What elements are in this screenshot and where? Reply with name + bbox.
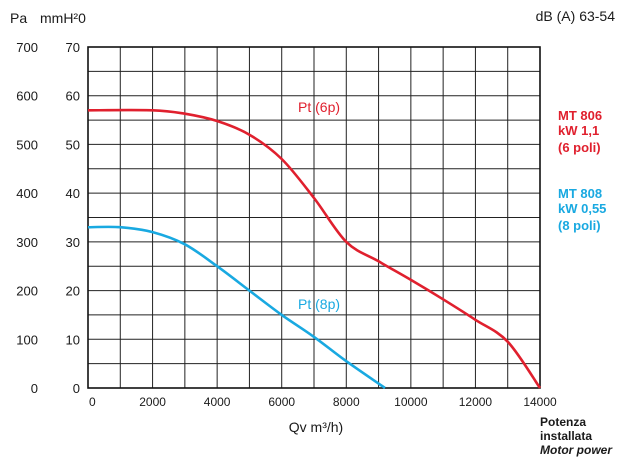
- x-tick-label: 8000: [333, 395, 360, 409]
- mmh2o-tick-label: 20: [66, 284, 80, 299]
- pa-unit-label: Pa: [10, 10, 27, 26]
- x-tick-label: 6000: [268, 395, 295, 409]
- motor-power-line2: installata: [540, 429, 593, 443]
- pa-tick-label: 300: [16, 235, 38, 250]
- series-label-pt-8p: Pt (8p): [298, 296, 340, 312]
- pa-tick-label: 400: [16, 186, 38, 201]
- plot-area-frame: [87, 46, 541, 389]
- x-tick-label: 4000: [204, 395, 231, 409]
- pa-tick-label: 0: [31, 381, 38, 396]
- model-mt806-legend: MT 806 kW 1,1 (6 poli): [558, 108, 602, 155]
- series-line-pt-8p: [87, 225, 386, 390]
- motor-power-line3: Motor power: [540, 443, 612, 457]
- model-mt808-legend: MT 808 kW 0,55 (8 poli): [558, 186, 606, 233]
- x-tick-label: 12000: [459, 395, 493, 409]
- model-mt808-power: kW 0,55: [558, 201, 607, 216]
- model-mt806-name: MT 806: [558, 108, 603, 123]
- series-line-pt-6p: [87, 108, 542, 389]
- mmh2o-tick-label: 0: [73, 381, 80, 396]
- series-label-pt-6p: Pt (6p): [298, 99, 340, 115]
- series-lines: [87, 108, 542, 390]
- chart-grid: [88, 47, 540, 388]
- mmh2o-tick-label: 40: [66, 186, 80, 201]
- mmh2o-tick-label: 70: [66, 40, 80, 55]
- pa-tick-label: 500: [16, 137, 38, 152]
- x-axis-label: Qv m³/h): [289, 419, 343, 435]
- pa-axis-ticks: 0 100 200 300 400 500 600 700: [16, 40, 38, 396]
- x-tick-label: 0: [89, 395, 96, 409]
- model-mt806-power: kW 1,1: [558, 123, 600, 138]
- model-mt808-poles: (8 poli): [558, 218, 601, 233]
- x-axis-ticks: 0 2000 4000 6000 8000 10000 12000 14000: [89, 395, 557, 409]
- x-tick-label: 14000: [523, 395, 557, 409]
- noise-level-label: dB (A) 63-54: [535, 8, 615, 24]
- x-tick-label: 10000: [394, 395, 428, 409]
- mmh2o-axis-ticks: 0 10 20 30 40 50 60 70: [66, 40, 80, 396]
- model-mt808-name: MT 808: [558, 186, 603, 201]
- pa-tick-label: 700: [16, 40, 38, 55]
- mmh2o-unit-label: mmH²0: [40, 10, 86, 26]
- mmh2o-tick-label: 60: [66, 89, 80, 104]
- pa-tick-label: 200: [16, 284, 38, 299]
- x-tick-label: 2000: [139, 395, 166, 409]
- mmh2o-tick-label: 10: [66, 332, 80, 347]
- pa-tick-label: 100: [16, 332, 38, 347]
- motor-power-caption: Potenza installata Motor power: [540, 415, 612, 457]
- model-mt806-poles: (6 poli): [558, 140, 601, 155]
- mmh2o-tick-label: 50: [66, 137, 80, 152]
- pa-tick-label: 600: [16, 89, 38, 104]
- mmh2o-tick-label: 30: [66, 235, 80, 250]
- motor-power-line1: Potenza: [540, 415, 587, 429]
